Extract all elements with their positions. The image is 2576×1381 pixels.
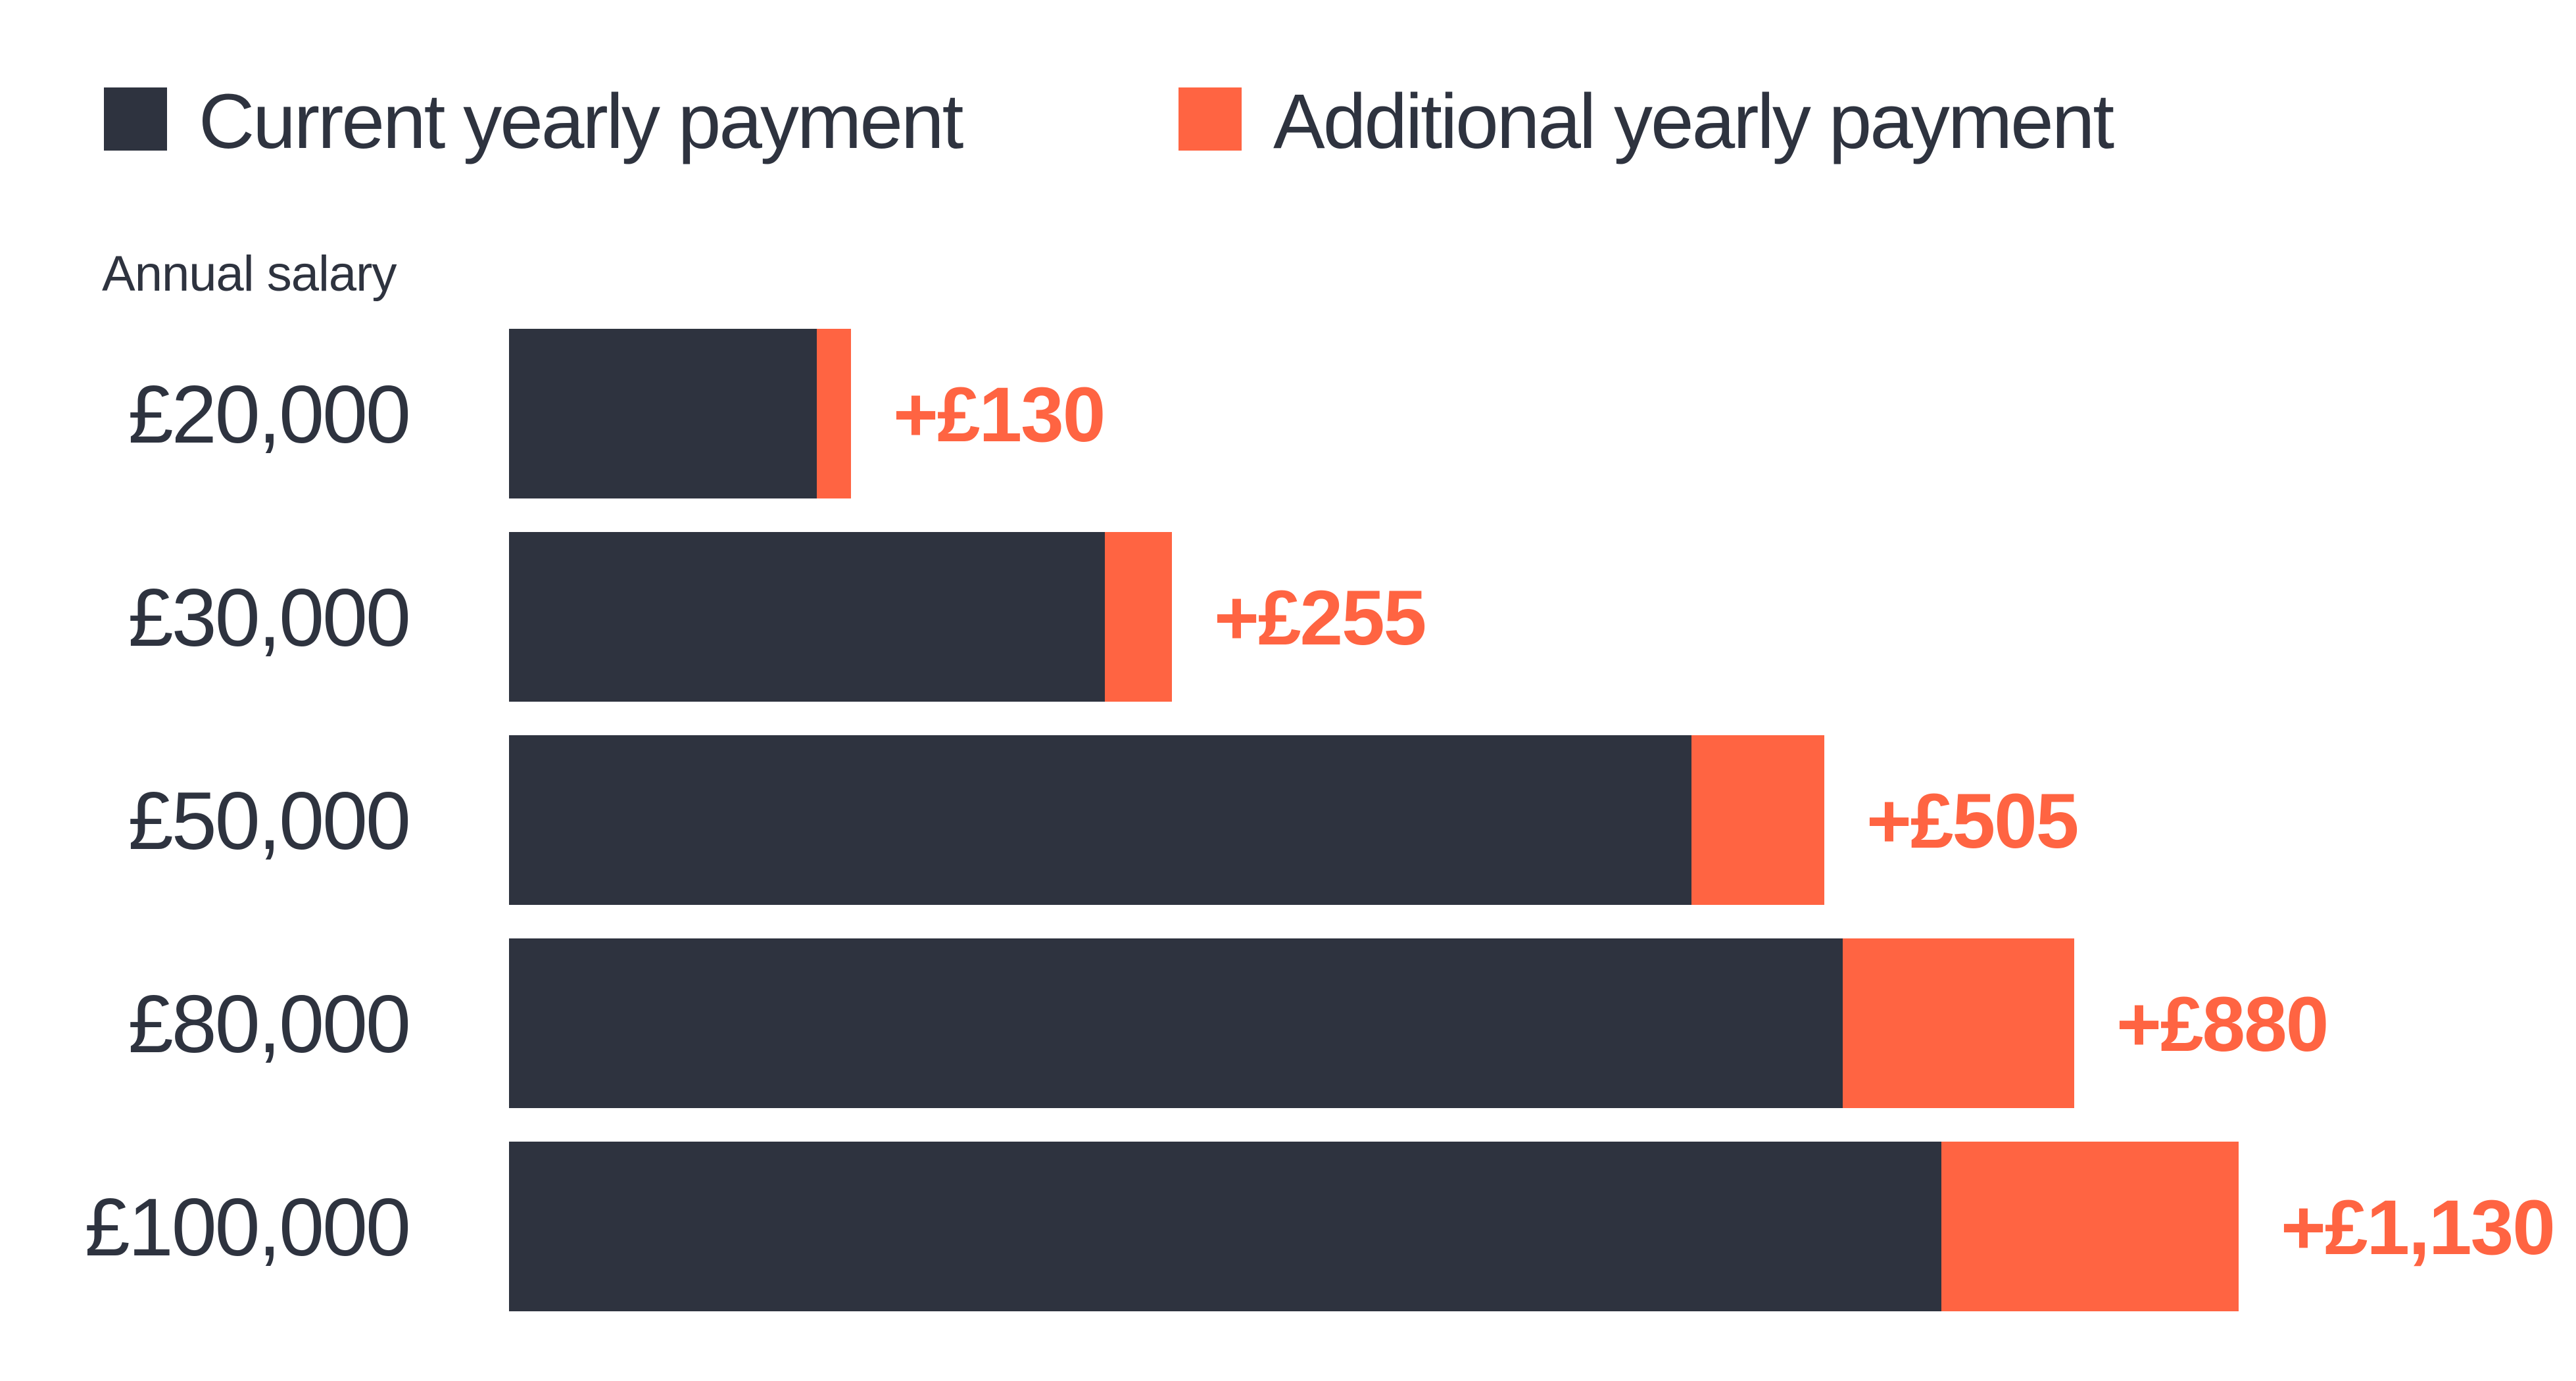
category-label: £30,000 bbox=[128, 573, 409, 664]
bar-additional-payment bbox=[817, 329, 851, 498]
bar-additional-payment bbox=[1105, 532, 1172, 702]
legend-swatch-additional bbox=[1179, 87, 1242, 151]
bar-additional-payment bbox=[1843, 938, 2074, 1108]
bar-current-payment bbox=[509, 329, 817, 498]
bar-additional-payment bbox=[1941, 1142, 2239, 1311]
category-labels: £20,000 £30,000 £50,000 £80,000 £100,000 bbox=[85, 370, 411, 1273]
bar-additional-payment bbox=[1691, 735, 1824, 905]
bar-current-payment bbox=[509, 735, 1691, 905]
bar-current-payment bbox=[509, 532, 1105, 702]
category-label: £50,000 bbox=[128, 776, 409, 867]
data-label-additional: +£505 bbox=[1866, 778, 2078, 865]
legend-swatch-current bbox=[104, 87, 167, 151]
data-label-additional: +£1,130 bbox=[2281, 1184, 2554, 1271]
data-labels: +£130 +£255 +£505 +£880 +£1,130 bbox=[893, 372, 2556, 1271]
bars bbox=[509, 329, 2239, 1311]
data-label-additional: +£255 bbox=[1214, 575, 1425, 662]
data-label-additional: +£880 bbox=[2116, 981, 2327, 1068]
legend-label-additional: Additional yearly payment bbox=[1273, 78, 2114, 165]
data-label-additional: +£130 bbox=[893, 372, 1104, 458]
legend-label-current: Current yearly payment bbox=[199, 78, 963, 165]
category-label: £80,000 bbox=[128, 979, 409, 1070]
legend: Current yearly payment Additional yearly … bbox=[104, 78, 2116, 165]
axis-title: Annual salary bbox=[102, 246, 397, 302]
bar-current-payment bbox=[509, 938, 1843, 1108]
category-label: £20,000 bbox=[128, 370, 409, 460]
category-label: £100,000 bbox=[85, 1182, 409, 1273]
bar-current-payment bbox=[509, 1142, 1941, 1311]
